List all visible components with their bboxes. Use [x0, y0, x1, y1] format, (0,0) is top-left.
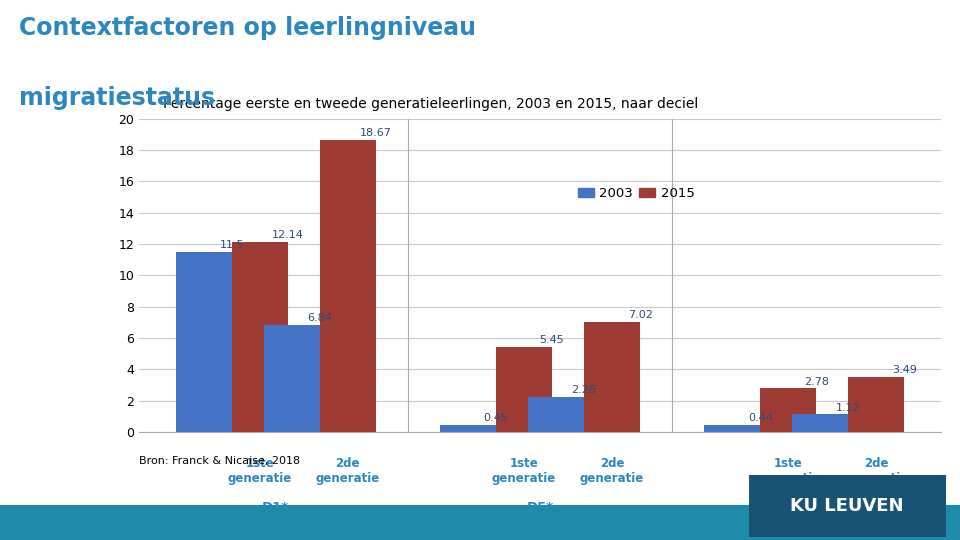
- Text: 3.49: 3.49: [892, 366, 917, 375]
- Text: 2de
generatie: 2de generatie: [316, 457, 380, 485]
- Text: 1ste
generatie: 1ste generatie: [228, 457, 292, 485]
- Text: 1ste
generatie: 1ste generatie: [492, 457, 556, 485]
- Bar: [705, 425, 760, 432]
- Text: 7.02: 7.02: [628, 310, 653, 320]
- Bar: [760, 388, 816, 432]
- Legend: 2003, 2015: 2003, 2015: [573, 182, 700, 205]
- Text: 2.78: 2.78: [804, 376, 828, 387]
- Text: Contextfactoren op leerlingniveau: Contextfactoren op leerlingniveau: [19, 16, 476, 40]
- Bar: [849, 377, 904, 432]
- Bar: [320, 140, 375, 432]
- Text: D1*: D1*: [262, 502, 289, 515]
- Text: migratiestatus: migratiestatus: [19, 86, 215, 110]
- Text: 5.45: 5.45: [540, 335, 564, 345]
- Text: 2de
generatie: 2de generatie: [844, 457, 908, 485]
- Text: Bron: Franck & Nicaise, 2018: Bron: Franck & Nicaise, 2018: [139, 456, 300, 467]
- Bar: [231, 242, 288, 432]
- Text: 6.84: 6.84: [307, 313, 332, 323]
- Text: 2de
generatie: 2de generatie: [580, 457, 644, 485]
- Bar: [264, 325, 320, 432]
- Bar: [792, 415, 849, 432]
- Text: Percentage eerste en tweede generatieleerlingen, 2003 en 2015, naar deciel: Percentage eerste en tweede generatielee…: [163, 97, 699, 111]
- Bar: [176, 252, 231, 432]
- Bar: [496, 347, 552, 432]
- Text: 0.45: 0.45: [484, 413, 509, 423]
- Text: 18.67: 18.67: [360, 128, 392, 138]
- Text: 2.26: 2.26: [571, 384, 596, 395]
- Bar: [440, 425, 496, 432]
- Text: KU LEUVEN: KU LEUVEN: [790, 497, 904, 515]
- Text: 0.44: 0.44: [748, 413, 773, 423]
- Text: D5*: D5*: [526, 502, 554, 515]
- Bar: [528, 396, 584, 432]
- Text: 1.12: 1.12: [836, 403, 861, 413]
- Bar: [584, 322, 640, 432]
- Text: 12.14: 12.14: [272, 230, 303, 240]
- Text: 11.5: 11.5: [220, 240, 244, 250]
- Text: 1ste
generatie: 1ste generatie: [756, 457, 821, 485]
- Text: D10*: D10*: [786, 502, 823, 515]
